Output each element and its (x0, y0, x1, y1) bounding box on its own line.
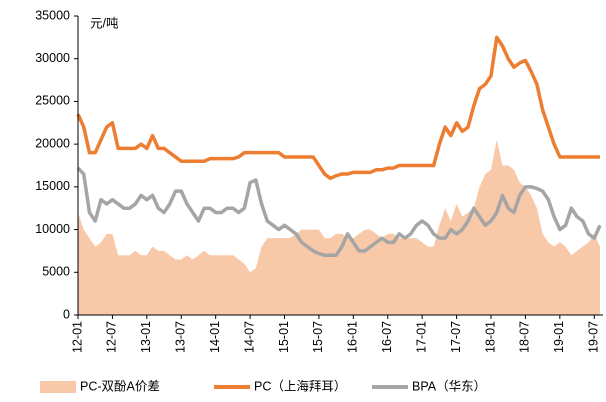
x-tick-label: 18-07 (518, 321, 532, 353)
x-tick-label: 15-01 (277, 321, 291, 353)
x-tick-label: 12-07 (105, 321, 119, 353)
y-tick-label: 10000 (35, 222, 70, 236)
x-tick-label: 12-01 (70, 321, 84, 353)
x-tick-label: 15-07 (311, 321, 325, 353)
y-tick-label: 15000 (35, 179, 70, 193)
x-tick-label: 17-07 (449, 321, 463, 353)
line (76, 166, 602, 257)
legend-label: PC-双酚A价差 (80, 379, 160, 393)
x-tick-label: 19-01 (552, 321, 566, 353)
y-tick-label: 0 (63, 307, 70, 321)
x-tick-label: 16-01 (346, 321, 360, 353)
legend-swatch (40, 381, 76, 393)
unit-annotation: 元/吨 (90, 16, 119, 30)
x-tick-label: 13-01 (139, 321, 153, 353)
legend-label: PC（上海拜耳） (254, 378, 346, 393)
x-tick-label: 14-07 (242, 321, 256, 353)
line (76, 35, 600, 181)
x-tick-label: 14-01 (208, 321, 222, 353)
y-tick-label: 25000 (35, 94, 70, 108)
area (78, 139, 600, 315)
y-tick-label: 20000 (35, 136, 70, 150)
y-tick-label: 30000 (35, 51, 70, 65)
x-tick-label: 16-07 (380, 321, 394, 353)
legend-label: BPA（华东） (412, 378, 486, 393)
x-tick-label: 18-01 (483, 321, 497, 353)
y-tick-label: 35000 (35, 8, 70, 22)
x-tick-label: 19-07 (587, 321, 601, 353)
x-tick-label: 13-07 (174, 321, 188, 353)
x-tick-label: 17-01 (414, 321, 428, 353)
y-tick-label: 5000 (42, 265, 70, 279)
